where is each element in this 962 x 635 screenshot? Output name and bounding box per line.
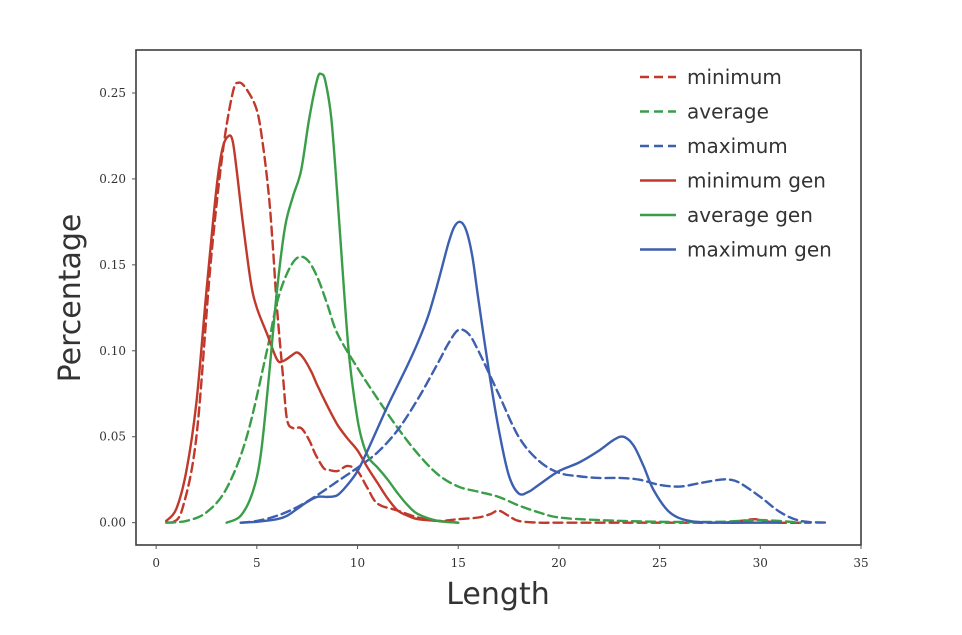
series-line-maximum [239, 328, 828, 524]
x-tick-label: 30 [753, 556, 768, 570]
legend-item-average: average [640, 100, 769, 124]
series-line-maximum-gen [239, 220, 782, 524]
y-tick-label: 0.25 [99, 86, 126, 100]
y-tick-label: 0.15 [99, 258, 126, 272]
x-axis: 0 5 10 15 20 25 30 35 [152, 545, 869, 570]
y-tick-label: 0.05 [99, 430, 126, 444]
x-tick-label: 15 [451, 556, 466, 570]
legend-label: minimum [687, 65, 782, 89]
legend-label: average [687, 100, 769, 124]
x-tick-label: 5 [253, 556, 261, 570]
x-tick-label: 0 [152, 556, 160, 570]
x-tick-label: 10 [350, 556, 365, 570]
y-axis: 0.00 0.05 0.10 0.15 0.20 0.25 [99, 86, 136, 530]
legend-item-maximum: maximum [640, 134, 788, 158]
legend-item-minimum-gen: minimum gen [640, 169, 826, 193]
series-line-minimum [171, 81, 812, 524]
y-axis-title: Percentage [53, 214, 88, 383]
series-line-minimum-gen [165, 134, 460, 524]
x-tick-label: 35 [853, 556, 868, 570]
legend-label: maximum [687, 134, 788, 158]
x-tick-label: 25 [652, 556, 667, 570]
legend-label: maximum gen [687, 238, 832, 262]
legend-label: minimum gen [687, 169, 826, 193]
legend-item-minimum: minimum [640, 65, 782, 89]
legend-item-average-gen: average gen [640, 203, 813, 227]
y-tick-label: 0.10 [99, 344, 126, 358]
y-tick-label: 0.20 [99, 172, 126, 186]
x-axis-title: Length [446, 577, 549, 612]
series-line-average-gen [225, 72, 460, 524]
legend-label: average gen [687, 203, 813, 227]
legend: minimum average maximum minimum gen average … [640, 65, 832, 262]
series-line-average [165, 255, 802, 524]
y-tick-label: 0.00 [99, 516, 126, 530]
series-layer [165, 72, 828, 524]
x-tick-label: 20 [551, 556, 566, 570]
plot-frame [135, 49, 862, 546]
legend-item-maximum-gen: maximum gen [640, 238, 832, 262]
